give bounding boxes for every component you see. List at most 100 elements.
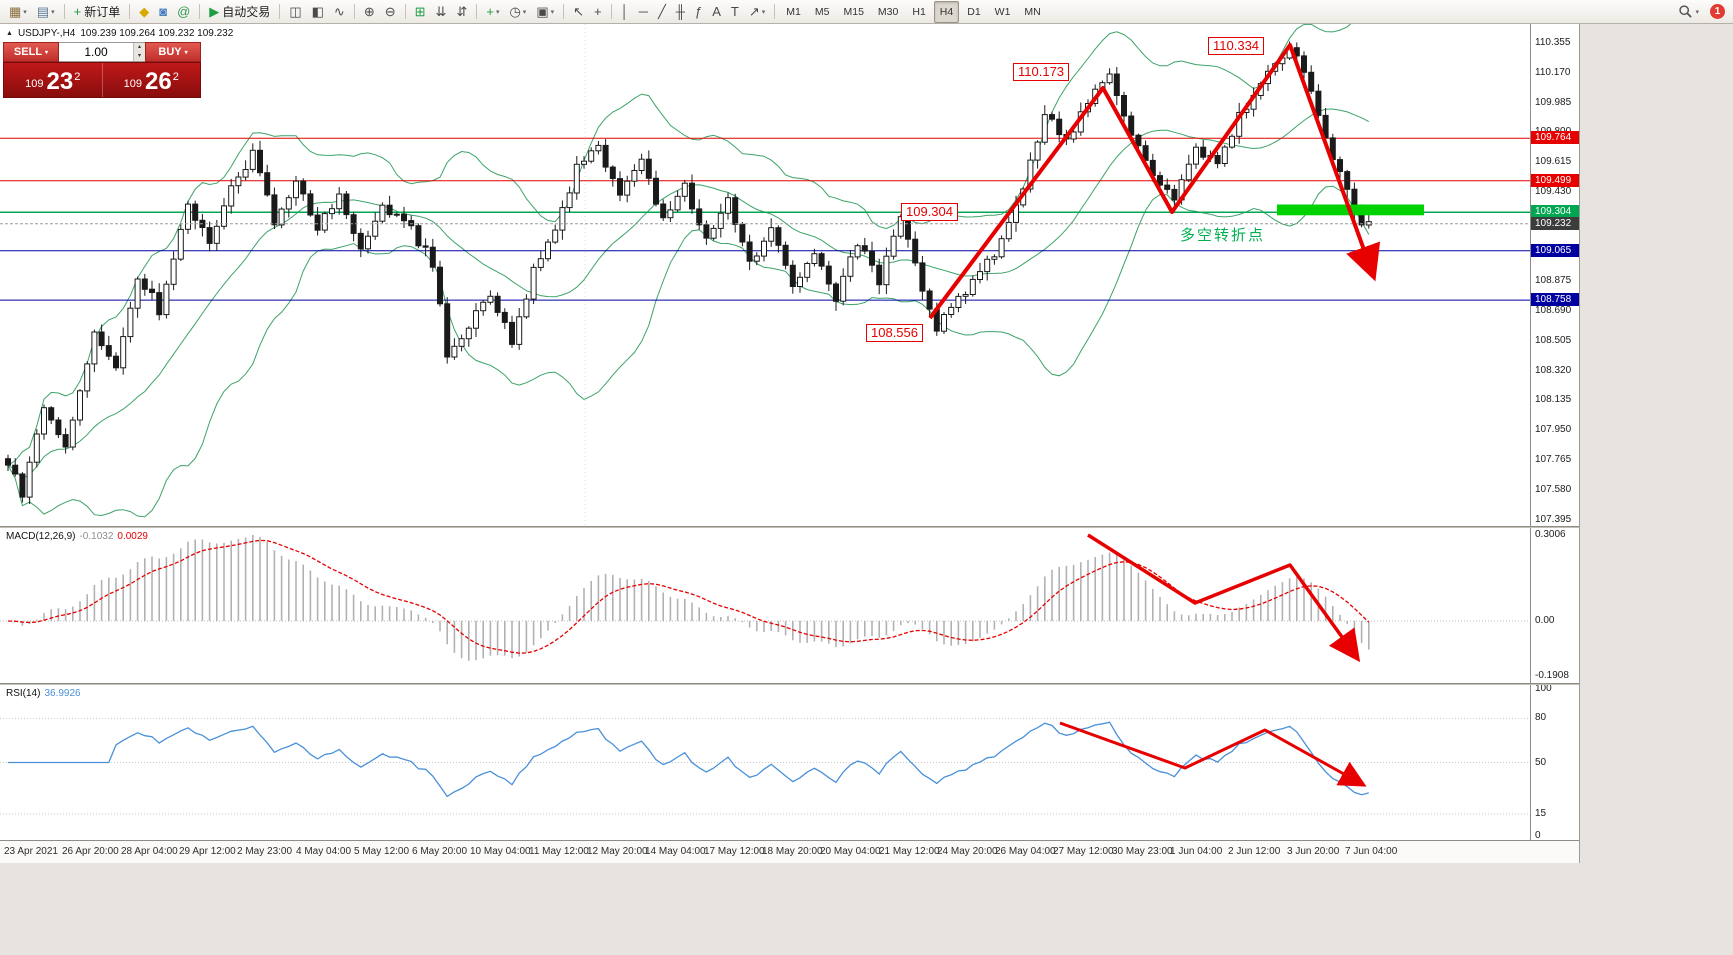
tf-m1[interactable]: M1	[786, 5, 801, 18]
candlestick-chart-button[interactable]: ◧	[308, 1, 328, 23]
time-label: 14 May 04:00	[645, 846, 706, 857]
time-axis[interactable]: 23 Apr 2021 26 Apr 20:00 28 Apr 04:00 29 Ap…	[0, 840, 1579, 863]
time-label: 10 May 04:00	[470, 846, 531, 857]
volume-down-button[interactable]: ▾	[133, 52, 145, 61]
vertical-line-button[interactable]: │	[617, 1, 633, 23]
price-label: 110.170	[1535, 67, 1571, 78]
ohlc-values: 109.239 109.264 109.232 109.232	[80, 28, 234, 39]
channel-icon: ╫	[675, 4, 686, 19]
tf-w1[interactable]: W1	[994, 5, 1011, 18]
price-label: 0.3006	[1535, 529, 1566, 540]
search-button[interactable]: ▾	[1674, 1, 1703, 23]
price-callout: 108.556	[866, 324, 923, 342]
panel-separator[interactable]	[0, 526, 1579, 528]
tile-windows-button[interactable]: ⊞	[411, 1, 430, 23]
sell-price[interactable]: 109 23 2	[4, 63, 103, 97]
toolbar-separator	[404, 4, 406, 19]
arrows-button[interactable]: ↗ ▾	[745, 1, 769, 23]
macd-canvas[interactable]	[0, 528, 1530, 683]
buy-price[interactable]: 109 26 2	[103, 63, 201, 97]
label-button[interactable]: T	[727, 1, 743, 23]
tf-d1[interactable]: D1	[967, 5, 981, 18]
zoom-out-button[interactable]: ⊖	[381, 1, 400, 23]
new-chart-button[interactable]: ▦ ▾	[5, 1, 31, 23]
rsi-panel: RSI(14) 36.9926	[0, 685, 1530, 840]
toolbar-buttons: ▦ ▾ ▤ ▾ + 新订单 ◆ ◙ @ ▶ 自动交易 ◫ ◧ ∿ ⊕ ⊖ ⊞ ⇊ ⇵ + ▾ ◷ ▾ ▣ ▾ ↖ + │ ─ ╱ ╫ ƒ A T ↗…	[4, 0, 1673, 23]
tf-mn[interactable]: MN	[1024, 5, 1041, 18]
main-chart-canvas[interactable]	[0, 24, 1530, 526]
cursor-button[interactable]: ↖	[569, 1, 588, 23]
main-toolbar: ▦ ▾ ▤ ▾ + 新订单 ◆ ◙ @ ▶ 自动交易 ◫ ◧ ∿ ⊕ ⊖ ⊞ ⇊ ⇵ + ▾ ◷ ▾ ▣ ▾ ↖ + │ ─ ╱ ╫ ƒ A T ↗…	[0, 0, 1733, 24]
tf-m15[interactable]: M15	[843, 5, 864, 18]
zoom-in-button[interactable]: ⊕	[360, 1, 379, 23]
bar-chart-button[interactable]: ◫	[285, 1, 305, 23]
templates-button[interactable]: ▣ ▾	[532, 1, 558, 23]
horizontal-line-icon: ─	[638, 4, 648, 19]
fibonacci-button[interactable]: ƒ	[691, 1, 706, 23]
tf-m5[interactable]: M5	[814, 5, 830, 18]
time-label: 17 May 12:00	[704, 846, 765, 857]
price-callout: 110.334	[1208, 37, 1265, 55]
new-order-icon: +	[73, 4, 82, 19]
metaeditor-button[interactable]: ◆	[135, 1, 153, 23]
price-label: 107.950	[1535, 424, 1572, 435]
price-callout: 110.173	[1013, 63, 1070, 81]
volume-input[interactable]	[59, 43, 133, 61]
crosshair-button[interactable]: +	[590, 1, 606, 23]
buy-label: BUY	[158, 46, 182, 58]
price-label: 109.430	[1535, 186, 1572, 197]
new-order-button-label: 新订单	[84, 5, 121, 19]
symbol-label-row: ▲ USDJPY-,H4 109.239 109.264 109.232 109…	[6, 28, 233, 39]
price-callout: 109.304	[901, 203, 958, 221]
trade-panel-prices: 109 23 2 109 26 2	[3, 62, 201, 98]
toolbar-separator	[129, 4, 131, 19]
panel-separator[interactable]	[0, 683, 1579, 685]
buy-price-prefix: 109	[123, 78, 143, 90]
metaeditor-icon: ◆	[139, 4, 150, 19]
toolbar-separator	[199, 4, 201, 19]
notification-badge[interactable]: 1	[1710, 4, 1725, 19]
time-label: 18 May 20:00	[762, 846, 823, 857]
auto-arrange-button[interactable]: ⇊	[432, 1, 451, 23]
tf-h1[interactable]: H1	[912, 5, 926, 18]
fibonacci-icon: ƒ	[695, 4, 703, 19]
time-label: 23 Apr 2021	[4, 846, 58, 857]
text-button[interactable]: A	[708, 1, 725, 23]
chart-shift-button[interactable]: ⇵	[452, 1, 471, 23]
label-icon: T	[730, 4, 739, 19]
tile-windows-icon: ⊞	[414, 4, 426, 19]
chevron-down-icon: ▾	[550, 8, 555, 16]
tf-m30[interactable]: M30	[877, 5, 899, 18]
buy-button[interactable]: BUY ▾	[145, 42, 201, 62]
line-chart-button[interactable]: ∿	[330, 1, 349, 23]
terminal-button[interactable]: ◙	[155, 1, 171, 23]
cursor-icon: ↖	[573, 4, 585, 19]
trade-panel-toggle[interactable]: ▲	[6, 30, 13, 37]
chevron-down-icon: ▾	[184, 49, 188, 56]
horizontal-line-button[interactable]: ─	[635, 1, 652, 23]
price-panel: ▲ USDJPY-,H4 109.239 109.264 109.232 109…	[0, 24, 1530, 526]
chevron-down-icon: ▾	[761, 8, 766, 16]
rsi-canvas[interactable]	[0, 685, 1530, 840]
price-marker-red: 109.499	[1531, 174, 1579, 187]
volume-up-button[interactable]: ▴	[133, 43, 145, 52]
periods-button[interactable]: ◷ ▾	[505, 1, 530, 23]
new-order-button[interactable]: + 新订单	[70, 1, 125, 23]
sell-button[interactable]: SELL ▾	[3, 42, 59, 62]
indicators-button[interactable]: + ▾	[482, 1, 503, 23]
trendline-button[interactable]: ╱	[654, 1, 670, 23]
chart-window: ▲ USDJPY-,H4 109.239 109.264 109.232 109…	[0, 24, 1580, 863]
community-button[interactable]: @	[173, 1, 194, 23]
price-axis[interactable]: 110.355110.170109.985109.800109.615109.4…	[1530, 24, 1579, 841]
price-label: 108.875	[1535, 275, 1572, 286]
templates-icon: ▣	[536, 4, 549, 19]
profiles-button[interactable]: ▤ ▾	[33, 1, 59, 23]
tf-h4[interactable]: H4	[933, 0, 960, 23]
buy-price-point: 2	[172, 71, 179, 83]
annotation-text: 多空转折点	[1180, 227, 1266, 244]
time-label: 26 Apr 20:00	[62, 846, 119, 857]
sell-price-point: 2	[74, 71, 81, 83]
autotrading-button[interactable]: ▶ 自动交易	[205, 1, 274, 23]
channel-button[interactable]: ╫	[672, 1, 689, 23]
